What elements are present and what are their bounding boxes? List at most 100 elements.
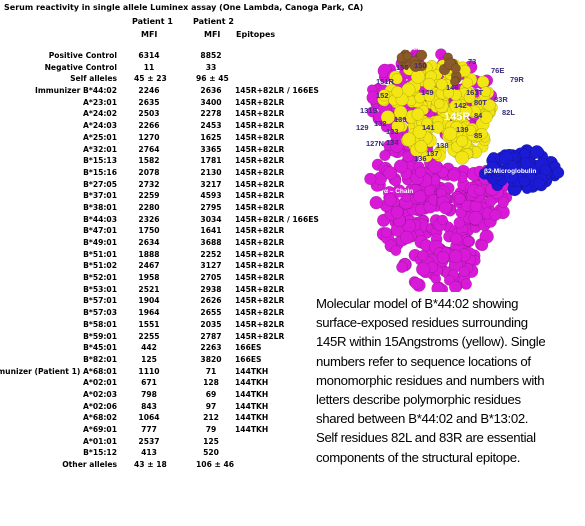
patient2-mfi: 1641 — [200, 226, 222, 236]
surface-residue-atom — [431, 121, 445, 134]
allele-name: A*24:03 — [82, 121, 117, 131]
epitope: 145R+82LR / 166ES — [235, 86, 319, 96]
patient2-mfi: 2252 — [200, 249, 222, 259]
caption-line: 145R within 15Angstroms (yellow). Single — [316, 334, 546, 350]
allele-name: A*69:01 — [82, 425, 117, 434]
table-row: B*47:01 1750 1641 145R+82LR — [0, 225, 320, 237]
surface-residue-atom — [433, 98, 445, 110]
alpha-chain-atom — [383, 166, 398, 180]
patient2-mfi: 2705 — [200, 273, 222, 283]
epitope: 145R+82LR — [235, 109, 285, 119]
table-row: A*24:03 2266 2453 145R+82LR — [0, 120, 320, 132]
allele-name: A*02:03 — [82, 389, 117, 399]
surface-residue-atom — [411, 107, 425, 121]
patient1-mfi: 2255 — [138, 331, 160, 341]
table-row: A*69:01 777 79 144TKH — [0, 424, 320, 436]
patient2-mfi: 3365 — [200, 144, 222, 154]
surface-residue-atom — [423, 90, 436, 102]
table-row: B*37:01 2259 4593 145R+82LR — [0, 190, 320, 202]
surface-residue-atom — [443, 126, 458, 141]
alpha-chain-atom — [431, 282, 445, 292]
residue-label: 130 — [394, 115, 407, 124]
table-row: B*58:01 1551 2035 145R+82LR — [0, 319, 320, 331]
table-row: Immunizer (Patient 1) A*68:01 1110 71 144TK… — [0, 366, 320, 378]
patient1-mfi: 2503 — [138, 109, 160, 119]
allele-name: B*37:01 — [83, 191, 117, 201]
alpha-chain-atom — [410, 277, 423, 290]
surface-residue-atom — [479, 110, 493, 124]
patient2-mfi: 2263 — [200, 343, 222, 353]
patient2-mfi: 212 — [203, 413, 219, 423]
epitope: 144TKH — [235, 425, 269, 434]
surface-residue-atom — [378, 89, 391, 102]
allele-name: A*25:01 — [82, 132, 117, 142]
allele-name: B*15:13 — [83, 156, 117, 166]
patient1-mfi: 1904 — [138, 296, 160, 306]
peptide-atom — [409, 59, 422, 72]
patient2-mfi: 3034 — [200, 214, 222, 224]
residue-label: 83R — [494, 95, 508, 104]
patient1-mfi: 2521 — [138, 284, 160, 294]
residue-label: 138 — [436, 141, 449, 150]
epitope: 145R+82LR — [235, 296, 285, 306]
patient2-mfi: 71 — [205, 366, 217, 376]
alpha-chain-atom — [489, 209, 502, 221]
b2m-atom — [486, 161, 500, 175]
patient2-mfi: 2130 — [200, 167, 222, 177]
surface-residue-atom — [465, 124, 477, 136]
patient1-mfi: 2635 — [138, 97, 160, 107]
peptide-atom — [450, 63, 461, 74]
patient2-mfi: 4593 — [200, 191, 222, 201]
alpha-chain-atom — [417, 250, 429, 261]
table-row: B*59:01 2255 2787 145R+82LR — [0, 331, 320, 343]
patient1-mfi: 1750 — [138, 226, 160, 236]
residue-label: 73 — [468, 57, 476, 66]
b2m-atom — [518, 175, 531, 188]
epitope: 145R+82LR — [235, 121, 285, 131]
patient1-mfi: 2078 — [138, 167, 160, 177]
allele-name: B*47:01 — [83, 226, 117, 236]
table-row: A*02:01 671 128 144TKH — [0, 377, 320, 389]
patient2-mfi: 33 — [205, 62, 217, 72]
alpha-chain-atom — [438, 201, 452, 215]
surface-residue-atom — [476, 127, 488, 140]
patient2-mfi: 2795 — [200, 202, 222, 212]
alpha-chain-atom — [413, 190, 427, 204]
alpha-chain-atom — [390, 245, 402, 257]
patient2-mfi: 2938 — [200, 284, 222, 294]
caption-line: Self residues 82L and 83R are essential — [316, 430, 536, 446]
epitope: 145R+82LR — [235, 179, 285, 189]
epitope: 144TKH — [235, 366, 269, 376]
surface-residue-atom — [476, 75, 490, 89]
patient1-mfi: 1110 — [138, 366, 160, 376]
caption-line: monomorphic residues and numbers with — [316, 372, 545, 388]
epitope: 166ES — [235, 343, 262, 353]
allele-name: Immunizer (Patient 1) A*68:01 — [0, 366, 117, 376]
epitope: 144TKH — [235, 413, 269, 423]
patient2-mfi: 1625 — [200, 132, 222, 142]
alpha-chain-atom — [393, 159, 408, 174]
allele-name: B*57:01 — [83, 296, 117, 306]
epitope: 145R+82LR — [235, 261, 285, 271]
patient1-mfi: 442 — [141, 343, 157, 353]
patient1-mfi: 2467 — [138, 261, 160, 271]
alpha-chain-atom — [474, 185, 485, 197]
alpha-chain-atom — [447, 168, 461, 182]
molecular-model-image: Peptide β2-Microglobulin α – Chain 145R 82L 8… — [356, 45, 565, 292]
table-row: B*27:05 2732 3217 145R+82LR — [0, 179, 320, 191]
patient2-mfi: 97 — [205, 401, 217, 411]
residue-label: 151R — [376, 77, 395, 86]
residue-label: 155 — [396, 63, 409, 72]
caption-line: components of the structural epitope. — [316, 449, 521, 465]
surface-residue-atom — [421, 117, 433, 129]
epitope: 145R+82LR — [235, 97, 285, 107]
patient1-mfi: 2732 — [138, 179, 160, 189]
epitope: 145R+82LR — [235, 249, 285, 259]
patient2-mfi: 2787 — [200, 331, 222, 341]
table-row: A*25:01 1270 1625 145R+82LR — [0, 132, 320, 144]
caption-line: surface-exposed residues surrounding — [316, 315, 528, 331]
allele-name: Other alleles — [62, 460, 117, 470]
table-row: A*02:03 798 69 144TKH — [0, 389, 320, 401]
patient1-mfi: 2634 — [138, 238, 160, 247]
alpha-chain-atom — [463, 235, 474, 247]
